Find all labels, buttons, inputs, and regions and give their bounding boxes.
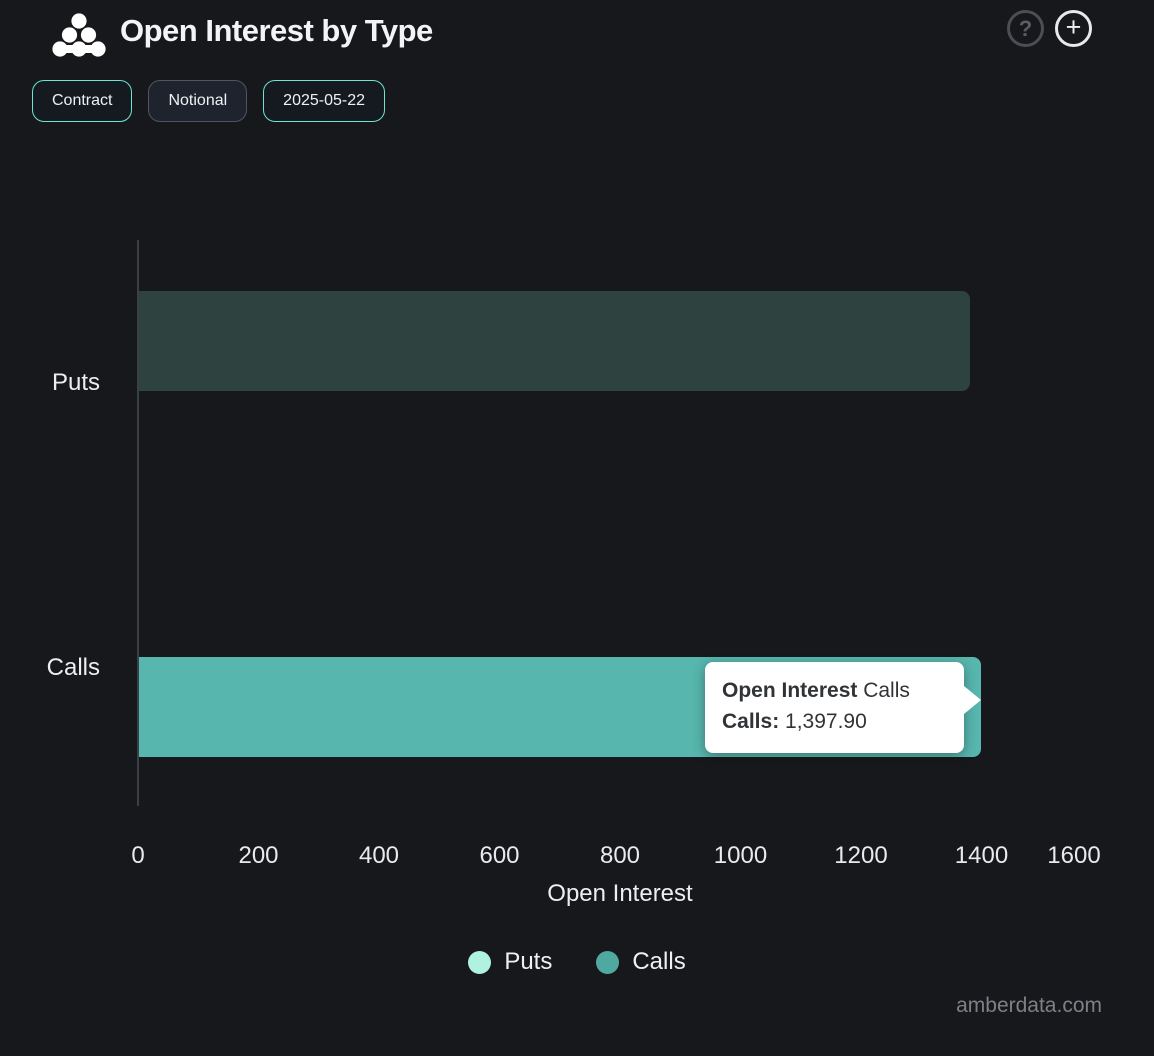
tooltip-row-value: 1,397.90	[779, 710, 867, 733]
help-glyph: ?	[1018, 15, 1033, 41]
tooltip-value-row: Calls: 1,397.90	[722, 706, 964, 737]
filter-button-contract[interactable]: Contract	[32, 80, 133, 122]
plus-glyph: +	[1065, 12, 1082, 42]
x-tick-800: 800	[599, 842, 641, 869]
x-tick-400: 400	[358, 842, 400, 869]
x-tick-1000: 1000	[713, 842, 768, 869]
x-tick-600: 600	[479, 842, 520, 869]
help-icon[interactable]: ?	[1007, 10, 1044, 47]
bar-puts[interactable]	[139, 291, 970, 391]
legend-item-puts[interactable]: Puts	[468, 948, 552, 976]
x-tick-1600: 1600	[1047, 842, 1101, 869]
y-label-calls: Calls	[46, 654, 100, 681]
legend-dot-calls	[596, 950, 620, 974]
filter-bar: Contract Notional 2025-05-22	[32, 80, 386, 122]
filter-button-2025-05-22[interactable]: 2025-05-22	[263, 80, 386, 122]
page-title: Open Interest by Type	[120, 13, 433, 48]
tooltip-title-rest: Calls	[857, 679, 910, 702]
legend-item-calls[interactable]: Calls	[596, 948, 686, 976]
x-tick-1200: 1200	[834, 842, 888, 869]
watermark: amberdata.com	[956, 994, 1102, 1017]
add-icon[interactable]: +	[1055, 10, 1092, 47]
tooltip-row-label: Calls:	[722, 710, 780, 733]
amberdata-logo-icon	[52, 13, 106, 57]
legend-label-puts: Puts	[504, 948, 553, 975]
y-axis-line	[137, 240, 139, 806]
x-tick-1400: 1400	[954, 842, 1009, 869]
filter-button-notional[interactable]: Notional	[148, 80, 248, 122]
tooltip-title-bold: Open Interest	[722, 679, 858, 702]
legend-dot-puts	[468, 950, 492, 974]
x-tick-200: 200	[238, 842, 279, 869]
chart-legend: Puts Calls	[0, 948, 1154, 976]
chart-tooltip: Open Interest Calls Calls: 1,397.90	[705, 662, 981, 753]
tooltip-title: Open Interest Calls	[722, 675, 964, 706]
legend-label-calls: Calls	[632, 948, 686, 975]
y-label-puts: Puts	[51, 369, 100, 396]
x-axis-title: Open Interest	[547, 880, 693, 907]
x-tick-0: 0	[131, 842, 145, 869]
